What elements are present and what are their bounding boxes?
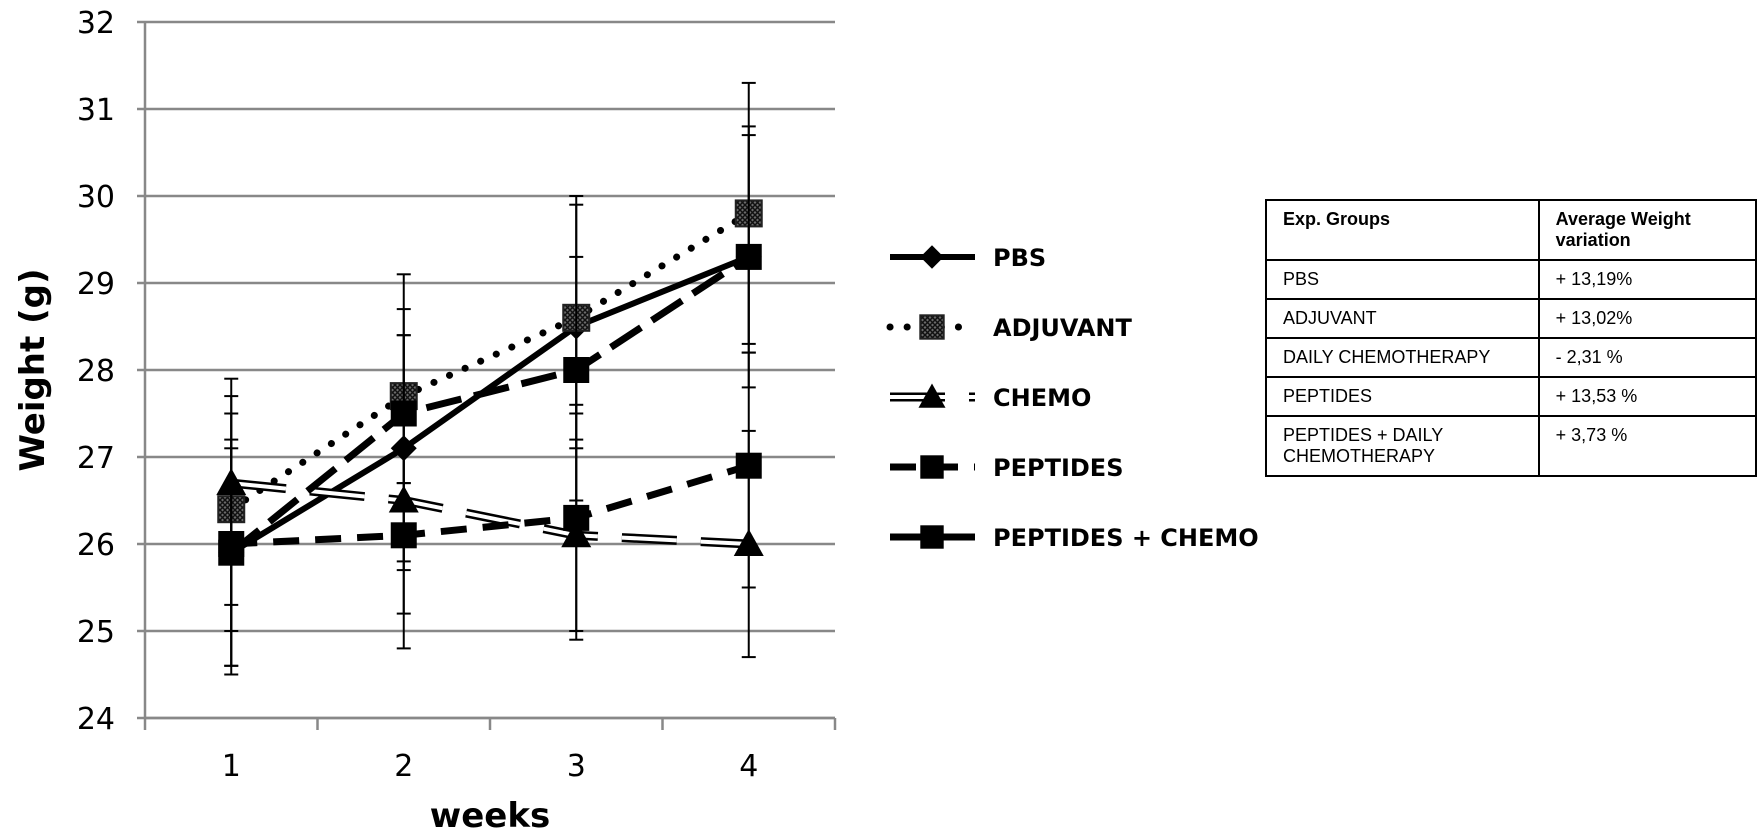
series-line-inner [231, 481, 749, 546]
table-header-row: Exp. Groups Average Weight variation [1265, 199, 1757, 261]
table-cell: + 13,02% [1537, 298, 1757, 339]
table-cell: + 3,73 % [1537, 415, 1757, 477]
table-cell: + 13,53 % [1537, 376, 1757, 417]
hatched-square-marker [919, 314, 945, 340]
table-row: DAILY CHEMOTHERAPY - 2,31 % [1265, 337, 1757, 378]
x-tick-label: 3 [567, 749, 586, 784]
y-tick-label: 32 [77, 6, 115, 41]
series-line [229, 254, 750, 556]
x-tick-label: 4 [739, 749, 758, 784]
diamond-marker [920, 245, 944, 269]
square-marker [735, 243, 762, 270]
x-tick-label: 2 [394, 749, 413, 784]
y-tick-label: 24 [77, 702, 115, 737]
legend-item: ADJUVANT [886, 314, 1133, 342]
series-peptides-chemo [218, 134, 762, 667]
table-cell: PEPTIDES + DAILY CHEMOTHERAPY [1265, 415, 1540, 477]
legend-item: PEPTIDES + CHEMO [890, 524, 1259, 552]
table-cell: ADJUVANT [1265, 298, 1540, 339]
square-marker [920, 525, 944, 549]
y-axis-title: Weight (g) [13, 268, 53, 471]
square-marker [563, 504, 590, 531]
legend-label: CHEMO [993, 384, 1091, 412]
square-marker [563, 357, 590, 383]
table-cell: - 2,31 % [1537, 337, 1757, 378]
square-marker [390, 400, 417, 427]
series-line [229, 253, 751, 556]
y-tick-label: 27 [77, 441, 115, 476]
table-cell: + 13,19% [1537, 259, 1757, 300]
legend-item: PEPTIDES [890, 454, 1123, 482]
legend-label: PBS [993, 244, 1046, 272]
table-row: PBS + 13,19% [1265, 259, 1757, 300]
y-tick-label: 25 [77, 615, 115, 650]
table-cell: PBS [1265, 259, 1540, 300]
triangle-marker [918, 383, 946, 408]
table-header-cell: Exp. Groups [1265, 199, 1540, 261]
square-marker [735, 452, 762, 479]
table-header-cell: Average Weight variation [1537, 199, 1757, 261]
x-tick-label: 1 [222, 749, 241, 784]
legend-label: ADJUVANT [993, 314, 1133, 342]
square-marker [920, 455, 944, 479]
table-row: PEPTIDES + 13,53 % [1265, 376, 1757, 417]
legend-label: PEPTIDES [993, 454, 1123, 482]
legend-item: CHEMO [890, 383, 1091, 412]
series-chemo [216, 334, 764, 659]
series-pbs [218, 125, 762, 667]
table-cell: PEPTIDES [1265, 376, 1540, 417]
y-tick-label: 31 [77, 93, 115, 128]
series-line [231, 462, 750, 548]
square-marker [218, 539, 245, 566]
series-line [227, 209, 753, 513]
table-row: PEPTIDES + DAILY CHEMOTHERAPY + 3,73 % [1265, 415, 1757, 477]
x-axis-title: weeks [430, 796, 550, 833]
y-tick-label: 26 [77, 528, 115, 563]
legend-item: PBS [890, 244, 1046, 272]
table-row: ADJUVANT + 13,02% [1265, 298, 1757, 339]
y-tick-label: 30 [77, 180, 115, 215]
legend-label: PEPTIDES + CHEMO [993, 524, 1259, 552]
weight-variation-table: Exp. Groups Average Weight variation PBS… [1265, 199, 1757, 477]
table-cell: DAILY CHEMOTHERAPY [1265, 337, 1540, 378]
y-tick-label: 29 [77, 267, 115, 302]
y-tick-label: 28 [77, 354, 115, 389]
